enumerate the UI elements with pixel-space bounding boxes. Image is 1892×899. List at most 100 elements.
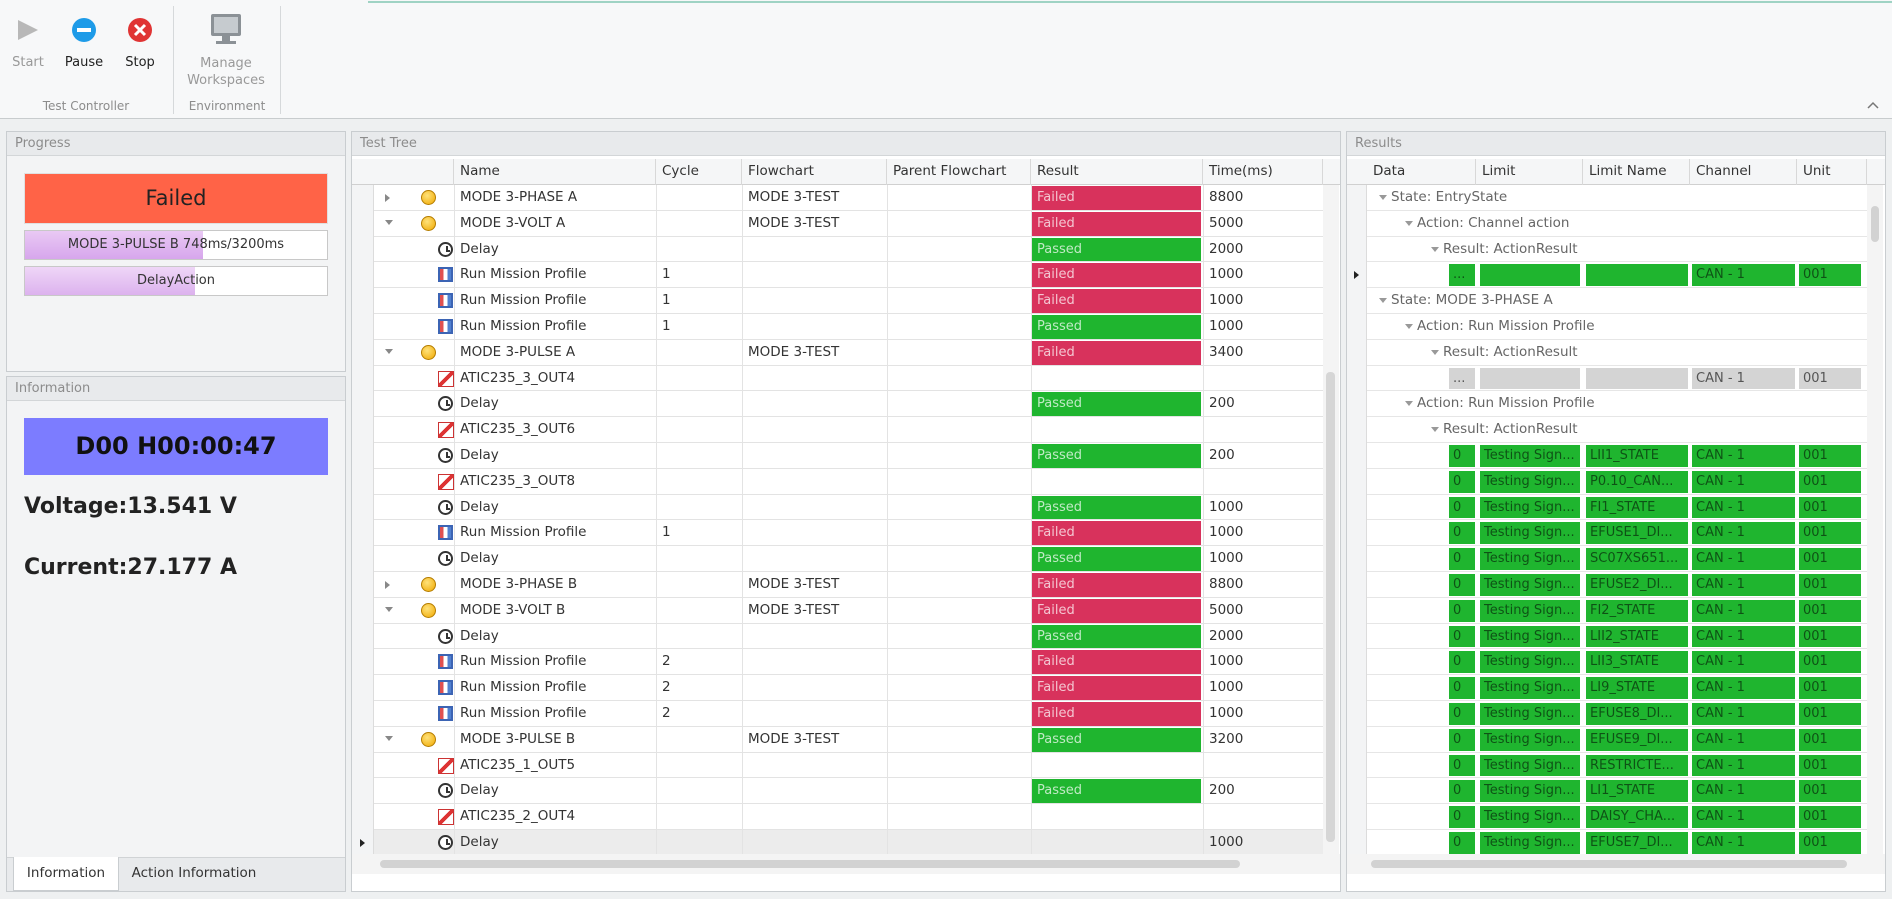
result-row[interactable] — [1347, 185, 1867, 211]
column-header[interactable]: Result — [1031, 159, 1203, 185]
scroll-thumb[interactable] — [1371, 860, 1847, 868]
result-row[interactable] — [1347, 417, 1867, 443]
column-header[interactable]: Cycle — [656, 159, 742, 185]
result-row[interactable] — [1347, 391, 1867, 418]
expander[interactable] — [385, 348, 393, 354]
result-row[interactable] — [1347, 339, 1867, 366]
panel-title: Results — [1347, 132, 1885, 156]
expander[interactable] — [1431, 427, 1439, 433]
expander[interactable] — [1431, 349, 1439, 355]
column-header[interactable]: Limit — [1476, 159, 1583, 185]
pause-icon[interactable] — [70, 16, 98, 44]
collapse-ribbon[interactable] — [1866, 100, 1880, 110]
tree-node-label[interactable]: Result: ActionResult — [1443, 343, 1578, 360]
group-icon — [421, 731, 436, 747]
expander[interactable] — [1354, 271, 1359, 280]
expander[interactable] — [360, 839, 365, 847]
panel-title: Information — [7, 377, 345, 401]
expander[interactable] — [385, 194, 390, 202]
expander[interactable] — [1379, 298, 1387, 304]
channel-cell: CAN - 1 — [1692, 806, 1795, 828]
data-cell: 0 — [1449, 470, 1475, 493]
row-gutter — [1347, 778, 1367, 805]
column-header[interactable]: Channel — [1690, 159, 1797, 185]
tree-row[interactable] — [352, 417, 1323, 443]
row-gutter — [352, 520, 374, 547]
name-cell: Delay — [460, 834, 499, 850]
scroll-thumb[interactable] — [1326, 372, 1335, 842]
column-line — [1203, 185, 1204, 856]
result-cell: Failed — [1031, 263, 1201, 288]
tree-node-label[interactable]: Result: ActionResult — [1443, 240, 1578, 257]
name-cell: MODE 3-VOLT A — [460, 214, 566, 231]
tab[interactable]: Action Information — [131, 865, 257, 881]
tree-node-label[interactable]: State: MODE 3-PHASE A — [1391, 292, 1553, 309]
result-row[interactable] — [1347, 236, 1867, 263]
data-cell: 0 — [1449, 754, 1475, 777]
row-gutter — [1347, 314, 1367, 340]
result-row[interactable] — [1347, 210, 1867, 237]
row-gutter — [352, 726, 374, 753]
result-cell: Passed — [1031, 444, 1201, 468]
result-cell: Passed — [1031, 495, 1201, 520]
column-header[interactable]: Data — [1367, 159, 1476, 185]
row-gutter — [352, 314, 374, 340]
scroll-thumb[interactable] — [1871, 206, 1879, 242]
name-cell: ATIC235_1_OUT5 — [460, 756, 576, 773]
tree-node-label[interactable]: Action: Run Mission Profile — [1417, 395, 1595, 412]
row-gutter — [1347, 443, 1367, 469]
unit-cell: 001 — [1799, 625, 1861, 648]
expander[interactable] — [1405, 220, 1413, 226]
stop-button[interactable]: Stop — [125, 55, 155, 70]
column-header[interactable]: Name — [454, 159, 656, 185]
v-scrollbar[interactable] — [1867, 185, 1883, 856]
column-header[interactable]: Limit Name — [1583, 159, 1690, 185]
pause-button[interactable]: Pause — [64, 55, 104, 70]
tree-node-label[interactable]: Action: Channel action — [1417, 214, 1570, 231]
flowchart-cell: MODE 3-TEST — [748, 189, 840, 205]
workspaces-button[interactable]: Manage Workspaces — [187, 56, 265, 88]
expander[interactable] — [385, 219, 393, 225]
start-button[interactable]: Start — [12, 55, 44, 70]
channel-cell: CAN - 1 — [1692, 574, 1795, 596]
name-cell: Delay — [460, 395, 499, 412]
tab[interactable]: Information — [13, 857, 119, 891]
limit_name-cell: LI9_STATE — [1586, 677, 1688, 699]
expander[interactable] — [1431, 246, 1439, 252]
column-header[interactable]: Unit — [1797, 159, 1867, 185]
tree-row[interactable] — [352, 468, 1323, 495]
expander[interactable] — [1379, 195, 1387, 200]
start-icon[interactable] — [14, 16, 42, 44]
tree-row[interactable] — [352, 804, 1323, 830]
expander[interactable] — [385, 606, 393, 612]
tree-node-label[interactable]: Action: Run Mission Profile — [1417, 318, 1595, 334]
data-cell: 0 — [1449, 728, 1475, 751]
unit-cell: 001 — [1799, 470, 1861, 493]
expander[interactable] — [1405, 401, 1413, 407]
column-header[interactable]: Parent Flowchart — [887, 159, 1031, 185]
tree-row[interactable] — [352, 752, 1323, 779]
column-header[interactable]: Time(ms) — [1203, 159, 1323, 185]
tree-node-label[interactable]: Result: ActionResult — [1443, 421, 1578, 438]
workspace-icon[interactable] — [208, 12, 244, 46]
row-gutter — [352, 236, 374, 263]
result-row[interactable] — [1347, 288, 1867, 314]
unit-cell: 001 — [1799, 677, 1861, 699]
time-cell: 5000 — [1209, 601, 1244, 618]
action-label: DelayAction — [137, 273, 215, 288]
column-header[interactable]: Flowchart — [742, 159, 887, 185]
time-cell: 200 — [1209, 395, 1235, 412]
progress-fill — [25, 267, 195, 295]
test-tree-panel: Test Tree Name Cycle Flowchart Parent Flowc… — [351, 131, 1341, 892]
limit-cell: Testing Sign... — [1480, 754, 1580, 777]
tree-node-label[interactable]: State: EntryState — [1391, 189, 1508, 205]
expander[interactable] — [385, 735, 393, 741]
name-cell: Run Mission Profile — [460, 705, 587, 721]
result-row[interactable] — [1347, 314, 1867, 340]
result-cell: Passed — [1031, 392, 1201, 417]
expander[interactable] — [385, 581, 390, 589]
tree-row[interactable] — [352, 365, 1323, 392]
stop-icon[interactable] — [126, 16, 154, 44]
expander[interactable] — [1405, 324, 1413, 329]
scroll-thumb[interactable] — [380, 860, 1240, 868]
